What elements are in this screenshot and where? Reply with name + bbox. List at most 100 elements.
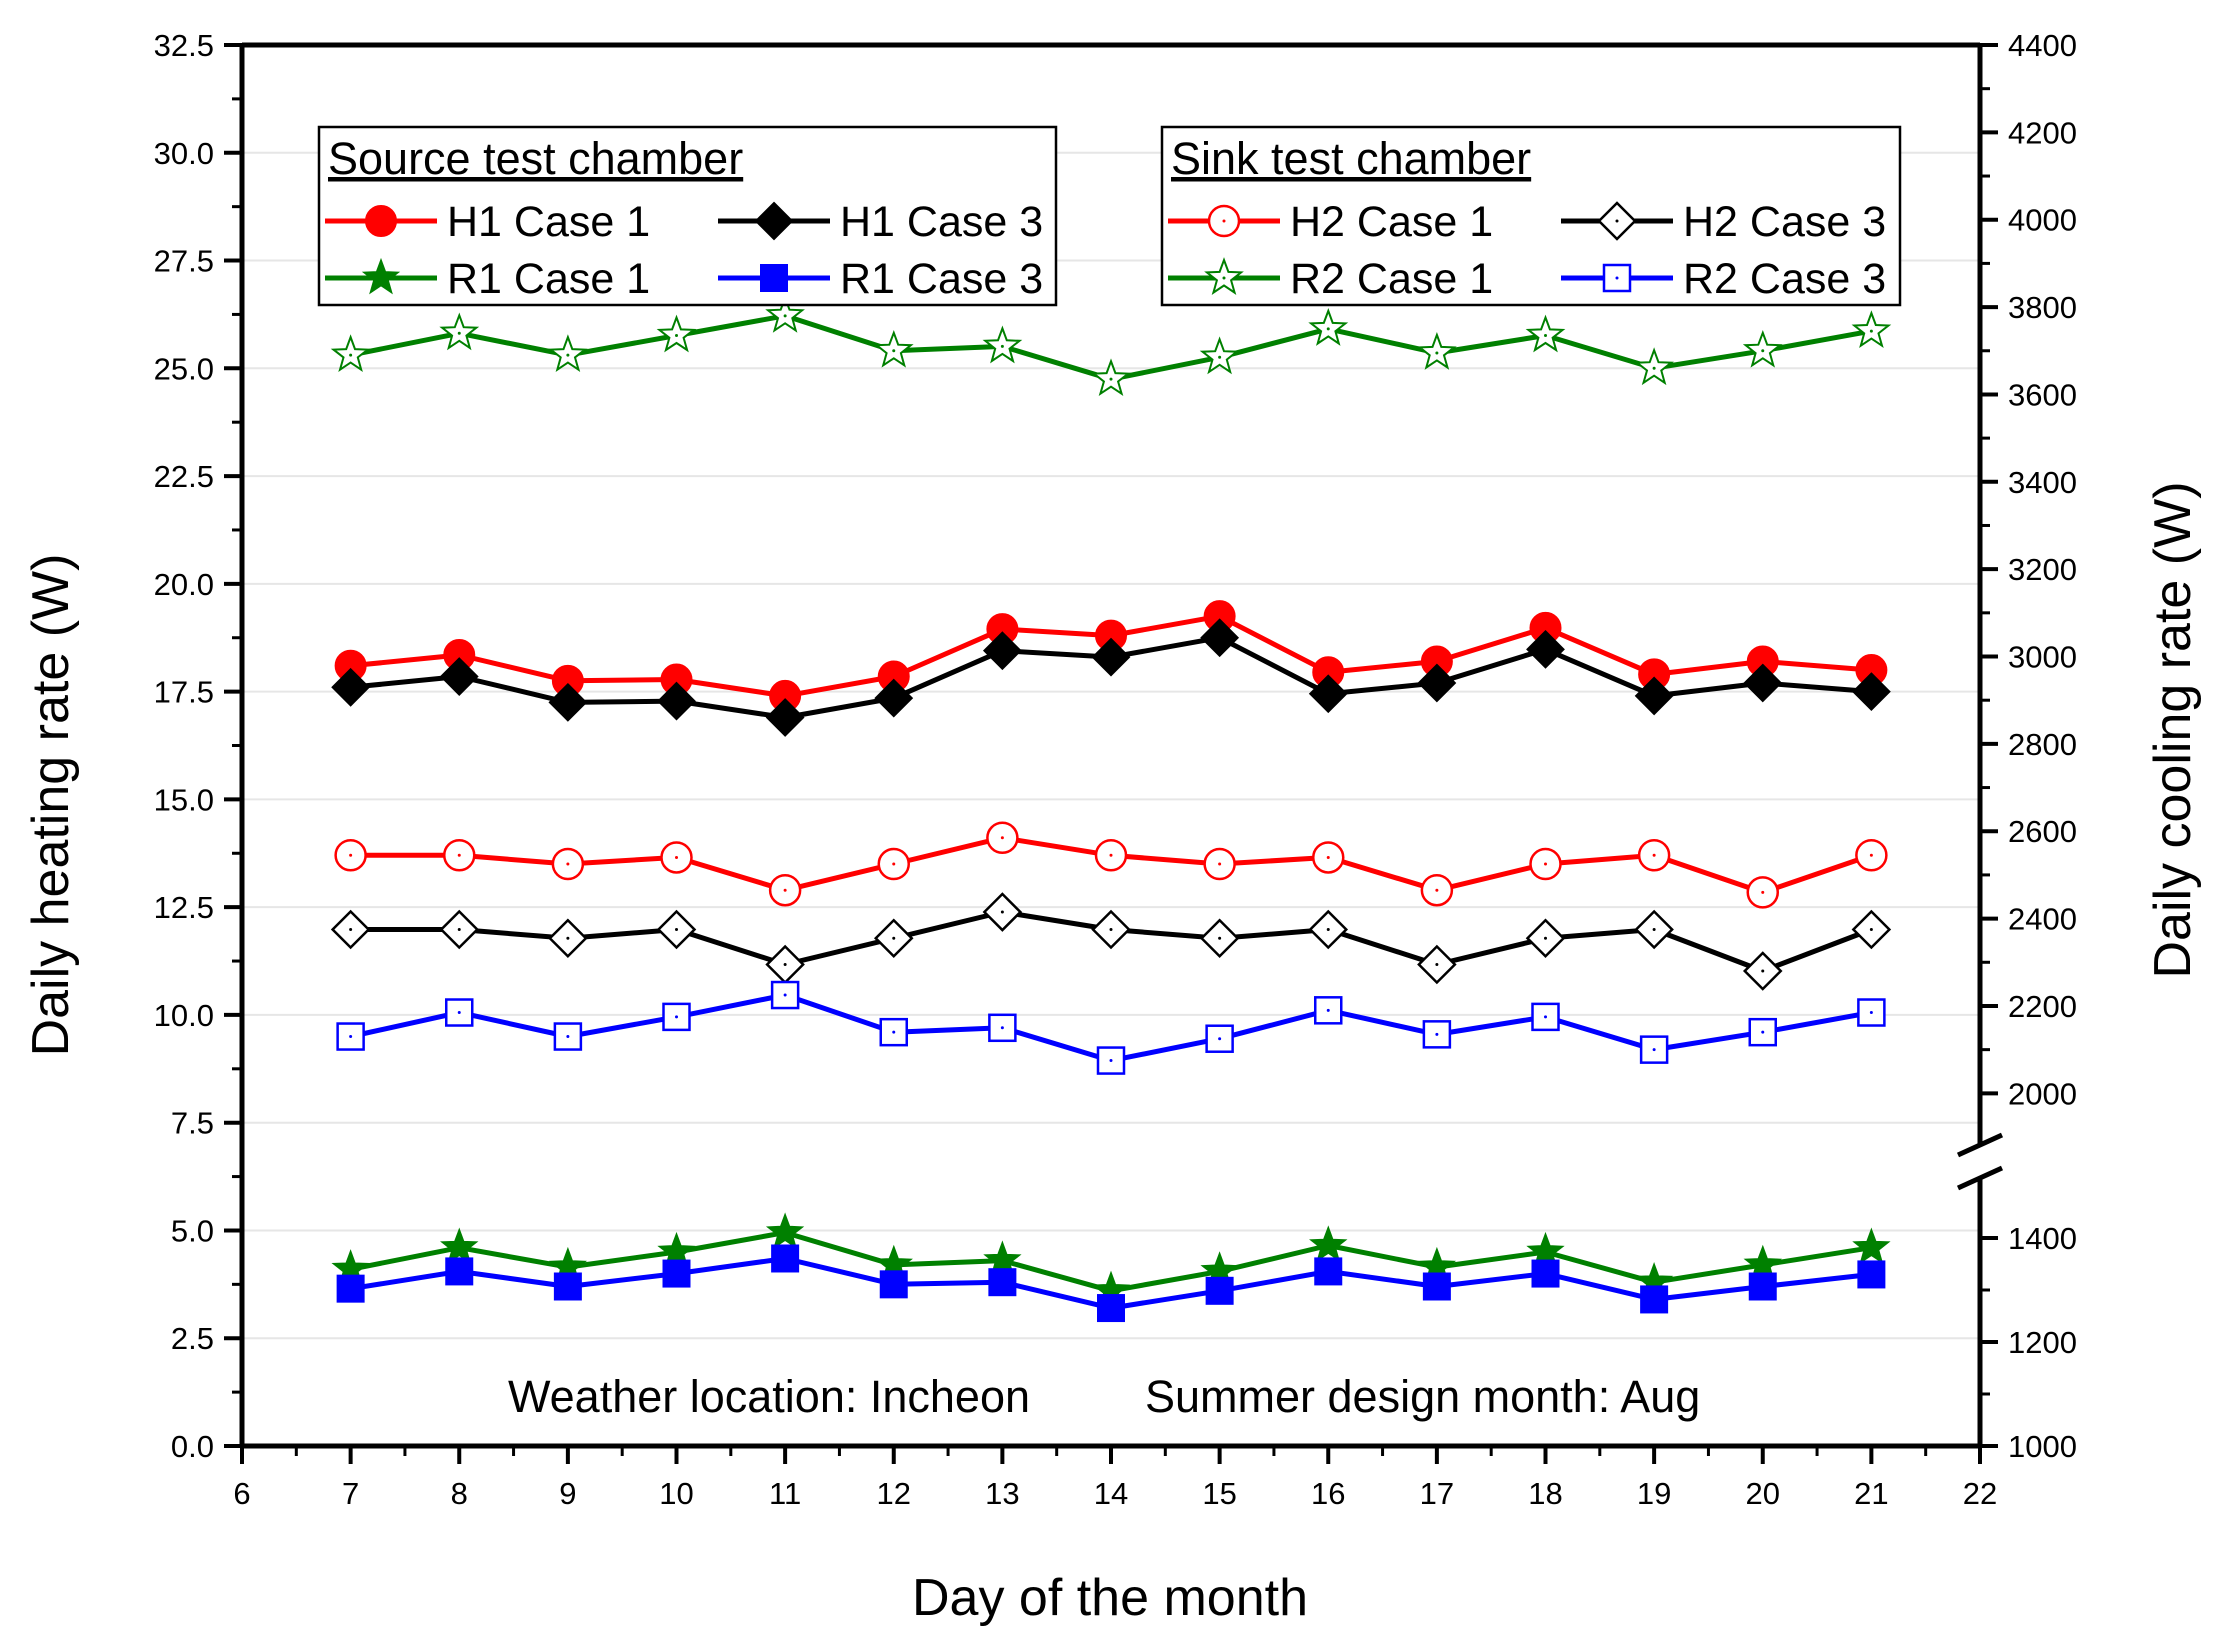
legend-label: H2 Case 1 (1290, 198, 1493, 246)
data-point (1531, 1259, 1560, 1288)
marker-center-dot (1326, 1008, 1330, 1012)
data-point (765, 294, 805, 333)
marker-center-dot (1435, 962, 1439, 966)
data-point (1639, 1035, 1669, 1064)
marker-shape (988, 1268, 1017, 1297)
x-tick-label: 19 (1637, 1476, 1671, 1511)
marker-shape (1851, 310, 1892, 349)
data-point (1634, 347, 1674, 386)
marker-shape (765, 294, 805, 333)
data-point (1096, 1046, 1126, 1075)
x-tick-label: 8 (451, 1476, 468, 1511)
marker-shape (330, 334, 371, 373)
series-layer (330, 294, 1892, 1323)
data-point (770, 980, 800, 1010)
marker-center-dot (1000, 836, 1004, 840)
data-point (553, 1272, 582, 1301)
x-tick-label: 11 (769, 1476, 801, 1511)
data-point (1851, 310, 1892, 349)
data-point (1742, 951, 1783, 991)
marker-center-dot (1761, 349, 1765, 353)
marker-shape (1422, 1272, 1451, 1301)
data-point (1634, 909, 1674, 950)
marker-center-dot (1869, 1011, 1873, 1015)
x-tick-label: 13 (985, 1476, 1019, 1511)
data-point (1097, 1294, 1125, 1323)
legend-entry: H2 Case 3 (1561, 198, 1886, 246)
marker-center-dot (783, 993, 787, 997)
data-point (334, 839, 367, 872)
x-tick-label: 6 (233, 1476, 250, 1511)
data-point (657, 681, 696, 721)
marker-center-dot (457, 1011, 461, 1015)
data-point (1640, 1285, 1669, 1314)
series-h2-case-3 (330, 892, 1892, 991)
data-point (1852, 1227, 1891, 1265)
marker-shape (336, 1274, 365, 1303)
marker-center-dot (457, 853, 461, 857)
x-axis-title: Day of the month (912, 1569, 1308, 1627)
series-r2-case-3 (336, 980, 1886, 1075)
data-point (662, 1002, 691, 1032)
marker-center-dot (675, 333, 678, 337)
legend-layer: Source test chamber H1 Case 1 H1 Case 3 R1 … (317, 125, 1902, 307)
marker-shape (1851, 672, 1891, 712)
marker-center-dot (1218, 862, 1222, 866)
legend-swatch-marker (760, 264, 788, 292)
data-point (873, 329, 914, 368)
data-point (331, 667, 371, 707)
y-left-tick-label: 30.0 (154, 136, 214, 171)
y-left-tick-label: 0.0 (171, 1429, 214, 1464)
marker-center-dot (566, 353, 570, 357)
marker-center-dot (349, 853, 353, 857)
legend-entry: H2 Case 1 (1168, 198, 1493, 246)
y-right-tick-label: 1000 (2008, 1429, 2077, 1464)
y-right-tick-label: 2600 (2008, 814, 2077, 849)
data-point (548, 918, 588, 959)
y-left-tick-label: 10.0 (154, 998, 214, 1033)
marker-center-dot (783, 314, 787, 318)
y-left-tick-label: 17.5 (154, 675, 214, 710)
y-right-tick-label: 3200 (2008, 552, 2077, 587)
legend-label: R2 Case 3 (1683, 255, 1886, 303)
marker-center-dot (1761, 1030, 1765, 1034)
marker-shape (1742, 329, 1783, 368)
series-r1-case-3 (336, 1244, 1886, 1323)
x-tick-label: 9 (559, 1476, 576, 1511)
data-point (1205, 1024, 1234, 1053)
data-point (1420, 873, 1454, 907)
data-point (765, 944, 805, 985)
legend-title: Source test chamber (328, 133, 743, 184)
marker-center-dot (892, 936, 896, 940)
y-right-tick-label: 3600 (2008, 377, 2077, 412)
marker-center-dot (1544, 1015, 1547, 1019)
data-point (1314, 1257, 1343, 1286)
data-point (445, 998, 474, 1027)
data-point (1857, 998, 1886, 1027)
data-point (330, 334, 371, 373)
legend-label: H1 Case 3 (840, 198, 1043, 246)
data-point (1091, 909, 1131, 950)
marker-shape (873, 329, 914, 368)
marker-shape (1526, 629, 1565, 669)
marker-center-dot (1000, 1026, 1004, 1030)
data-point (548, 334, 588, 373)
data-point (553, 1022, 583, 1051)
legend-box (317, 125, 1058, 307)
data-point (1417, 663, 1457, 703)
y-left-tick-label: 25.0 (154, 351, 214, 386)
marker-shape (331, 667, 371, 707)
marker-shape (982, 325, 1023, 364)
marker-center-dot (1615, 276, 1619, 280)
data-point (1857, 1260, 1886, 1289)
marker-shape (361, 257, 401, 295)
y-left-tick-label: 20.0 (154, 567, 214, 602)
data-point (983, 1240, 1022, 1277)
data-point (657, 1231, 696, 1269)
legend-label: R1 Case 3 (840, 255, 1043, 303)
marker-center-dot (1109, 853, 1113, 857)
marker-shape (365, 205, 397, 237)
y-right-tick-label: 3000 (2008, 640, 2077, 675)
marker-center-dot (566, 862, 570, 866)
